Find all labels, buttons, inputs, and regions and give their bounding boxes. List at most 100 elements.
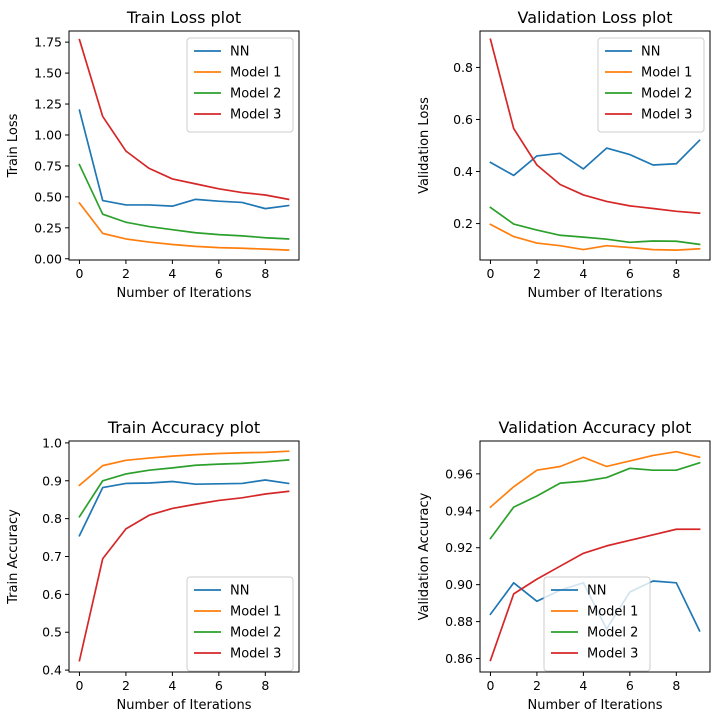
y-tick-label: 0.4 (42, 663, 62, 678)
x-tick-label: 0 (75, 266, 83, 281)
chart-title: Train Accuracy plot (107, 418, 260, 437)
y-axis-label: Validation Accuracy (417, 492, 432, 620)
y-tick-label: 0.90 (445, 577, 473, 592)
legend-entry: Model 2 (587, 626, 638, 641)
series-line-model-3 (489, 528, 701, 662)
y-tick-label: 0.88 (445, 614, 473, 629)
series-line-model-3 (78, 490, 290, 662)
x-axis-label: Number of Iterations (117, 698, 252, 713)
x-tick-label: 0 (75, 678, 83, 693)
series-line-nn (78, 479, 290, 537)
y-tick-label: 0.50 (34, 189, 62, 204)
legend-entry: Model 1 (230, 66, 281, 81)
x-tick-label: 2 (122, 678, 130, 693)
legend-entry: NN (230, 45, 249, 60)
y-tick-label: 0.6 (453, 112, 473, 127)
y-tick-label: 0.96 (445, 466, 473, 481)
y-tick-label: 1.75 (34, 35, 62, 50)
legend-entry: Model 3 (230, 108, 281, 123)
series-line-model-1 (489, 223, 701, 251)
x-tick-label: 6 (215, 678, 223, 693)
legend-entry: Model 3 (641, 108, 692, 123)
x-tick-label: 4 (579, 266, 587, 281)
y-tick-label: 0.7 (42, 549, 62, 564)
x-tick-label: 8 (672, 678, 680, 693)
plot-frame (68, 30, 300, 261)
y-tick-label: 0.25 (34, 220, 62, 235)
legend-box (597, 37, 705, 133)
y-tick-label: 1.25 (34, 97, 62, 112)
x-tick-label: 8 (672, 266, 680, 281)
y-tick-label: 0.94 (445, 503, 473, 518)
x-tick-label: 4 (168, 266, 176, 281)
subplot-2: Validation Loss plot 0 2 4 6 8 0.2 0.4 0.6 0.8 Num… (417, 8, 711, 301)
series-line-nn (489, 139, 701, 177)
legend-entry: NN (230, 584, 249, 599)
y-axis-label: Validation Loss (417, 97, 432, 194)
y-axis-label: Train Accuracy (6, 509, 21, 605)
x-tick-label: 6 (626, 678, 634, 693)
y-tick-label: 0.75 (34, 158, 62, 173)
y-tick-label: 0.92 (445, 540, 473, 555)
y-tick-label: 1.00 (34, 127, 62, 142)
series-line-nn (78, 109, 290, 210)
legend-box (186, 37, 294, 133)
legend-box (186, 576, 294, 672)
y-tick-label: 1.0 (42, 435, 62, 450)
subplot-1: Train Loss plot 0 2 4 6 8 0.00 0.25 0.50 0.75 1.00… (6, 8, 300, 301)
legend: NN Model 1 Model 2 Model 3 (543, 576, 651, 672)
x-tick-label: 0 (486, 678, 494, 693)
series-line-model-2 (78, 459, 290, 518)
legend-box (543, 576, 651, 672)
series-line-model-3 (78, 38, 290, 201)
legend-entry: Model 2 (230, 626, 281, 641)
x-tick-label: 6 (626, 266, 634, 281)
x-axis-label: Number of Iterations (528, 698, 663, 713)
series-line-model-1 (489, 450, 701, 509)
subplot-4: Validation Accuracy plot 0 2 4 6 8 0.86 0.88 0.9… (417, 418, 711, 713)
x-tick-label: 8 (261, 266, 269, 281)
y-tick-label: 0.6 (42, 587, 62, 602)
x-tick-label: 0 (486, 266, 494, 281)
x-axis-label: Number of Iterations (117, 286, 252, 301)
legend-entry: Model 2 (641, 87, 692, 102)
series-line-model-3 (489, 38, 701, 215)
series-line-model-1 (78, 450, 290, 487)
series-line-model-2 (489, 206, 701, 246)
y-tick-label: 0.8 (453, 60, 473, 75)
y-tick-label: 0.00 (34, 251, 62, 266)
y-tick-label: 0.9 (42, 473, 62, 488)
y-tick-label: 0.4 (453, 164, 473, 179)
legend-entry: NN (641, 45, 660, 60)
legend-entry: Model 1 (587, 605, 638, 620)
legend: NN Model 1 Model 2 Model 3 (597, 37, 705, 133)
legend-entry: NN (587, 584, 606, 599)
y-axis-label: Train Loss (6, 113, 21, 178)
series-line-model-2 (489, 461, 701, 540)
x-tick-label: 6 (215, 266, 223, 281)
plot-frame (479, 30, 711, 261)
legend-entry: Model 2 (230, 87, 281, 102)
x-axis-label: Number of Iterations (528, 286, 663, 301)
subplot-3: Train Accuracy plot 0 2 4 6 8 0.4 0.5 0.6 0.7 0.8 0… (6, 418, 300, 713)
y-tick-label: 1.50 (34, 66, 62, 81)
legend: NN Model 1 Model 2 Model 3 (186, 576, 294, 672)
chart-title: Validation Accuracy plot (499, 418, 692, 437)
x-tick-label: 4 (168, 678, 176, 693)
series-line-model-2 (78, 163, 290, 240)
legend-entry: Model 1 (230, 605, 281, 620)
legend: NN Model 1 Model 2 Model 3 (186, 37, 294, 133)
plot-frame (479, 440, 711, 673)
y-tick-label: 0.8 (42, 511, 62, 526)
x-tick-label: 2 (533, 678, 541, 693)
x-tick-label: 4 (579, 678, 587, 693)
legend-entry: Model 3 (230, 647, 281, 662)
y-tick-label: 0.5 (42, 625, 62, 640)
y-tick-label: 0.2 (453, 216, 473, 231)
y-tick-label: 0.86 (445, 651, 473, 666)
chart-title: Validation Loss plot (518, 8, 673, 27)
series-line-model-1 (78, 201, 290, 251)
chart-title: Train Loss plot (126, 8, 241, 27)
legend-entry: Model 3 (587, 647, 638, 662)
